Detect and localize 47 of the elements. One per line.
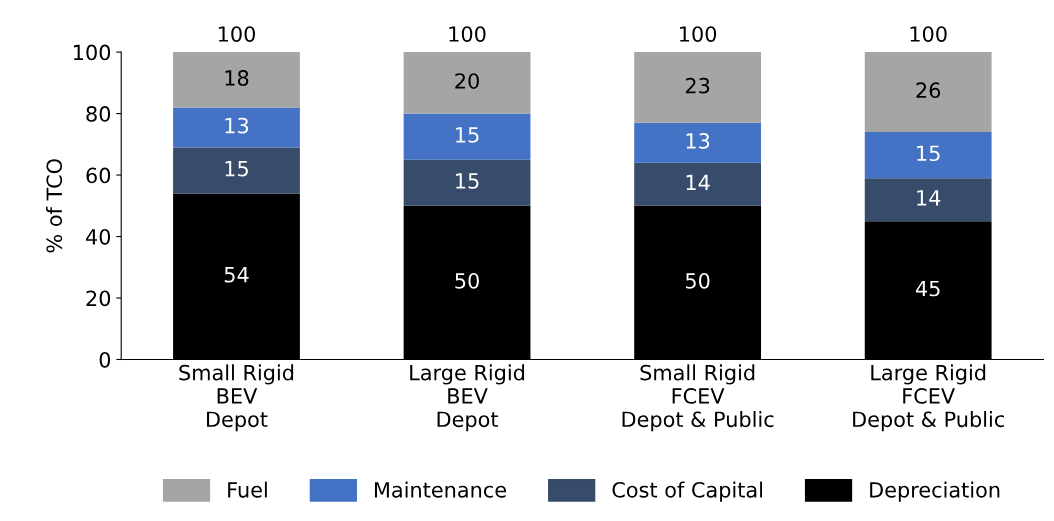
bar bbox=[403, 113, 531, 160]
x-tick-label: Large Rigid BEV Depot bbox=[410, 364, 525, 432]
y-tick-label: 20 bbox=[86, 290, 111, 307]
data-label: 20 bbox=[455, 73, 479, 89]
legend-label: Fuel bbox=[228, 481, 267, 498]
bar bbox=[403, 52, 531, 114]
total-label: 100 bbox=[449, 26, 486, 42]
bar bbox=[634, 162, 762, 206]
legend-label: Cost of Capital bbox=[612, 481, 763, 502]
data-label: 54 bbox=[224, 267, 249, 283]
data-label: 26 bbox=[916, 82, 941, 99]
bar bbox=[173, 52, 300, 108]
y-tick-label: 40 bbox=[86, 228, 111, 245]
total-label: 100 bbox=[218, 26, 255, 42]
bar bbox=[634, 122, 762, 163]
data-label: 50 bbox=[455, 272, 479, 289]
total-label: 100 bbox=[680, 26, 717, 42]
bar bbox=[403, 159, 531, 206]
data-label: 15 bbox=[917, 145, 940, 162]
y-tick-label: 60 bbox=[86, 167, 111, 184]
y-axis-title: % of TCO bbox=[46, 159, 63, 253]
bar bbox=[864, 132, 992, 179]
bar bbox=[634, 52, 762, 123]
y-tick-label: 0 bbox=[99, 351, 111, 368]
data-label: 13 bbox=[225, 117, 249, 134]
data-label: 14 bbox=[686, 174, 710, 191]
data-label: 13 bbox=[686, 133, 710, 149]
bar bbox=[173, 107, 300, 148]
total-label: 100 bbox=[910, 26, 947, 42]
bar bbox=[864, 178, 992, 222]
bar bbox=[864, 52, 992, 133]
data-label: 23 bbox=[685, 77, 710, 94]
data-label: 50 bbox=[685, 272, 710, 289]
legend-label: Depreciation bbox=[870, 481, 1000, 502]
legend-label: Maintenance bbox=[374, 481, 506, 498]
x-tick-label: Small Rigid FCEV Depot & Public bbox=[622, 364, 774, 432]
y-tick-label: 100 bbox=[74, 44, 111, 61]
data-label: 14 bbox=[917, 190, 941, 206]
x-tick-label: Small Rigid BEV Depot bbox=[179, 364, 294, 432]
data-label: 15 bbox=[456, 127, 479, 143]
data-label: 45 bbox=[915, 280, 940, 297]
data-label: 15 bbox=[225, 161, 248, 177]
bar bbox=[173, 147, 300, 194]
data-label: 15 bbox=[456, 173, 479, 189]
data-label: 18 bbox=[225, 70, 249, 86]
y-tick-label: 80 bbox=[86, 106, 111, 122]
x-tick-label: Large Rigid FCEV Depot & Public bbox=[853, 364, 1004, 432]
